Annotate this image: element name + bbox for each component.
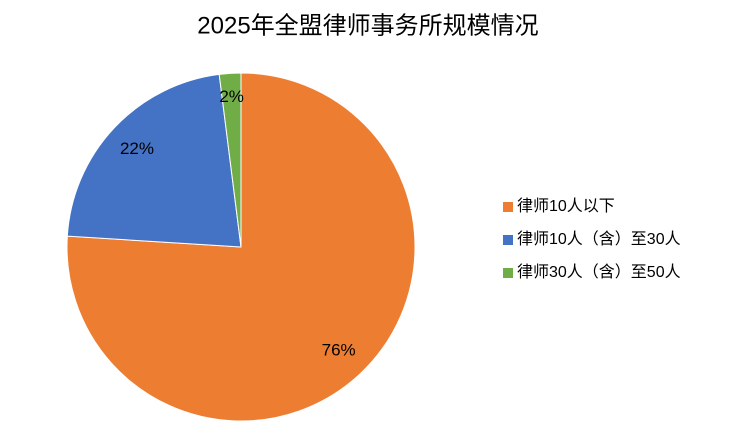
value-label: 2%: [219, 87, 244, 106]
legend-swatch: [503, 202, 513, 212]
value-label: 76%: [322, 340, 356, 359]
chart-title: 2025年全盟律师事务所规模情况: [197, 12, 538, 39]
pie-slice: [218, 72, 242, 248]
value-label: 22%: [120, 139, 154, 158]
legend-label: 律师30人（含）至50人: [517, 263, 681, 281]
legend-label: 律师10人以下: [517, 197, 615, 215]
legend-swatch: [503, 268, 513, 278]
legend-label: 律师10人（含）至30人: [517, 230, 681, 248]
legend-swatch: [503, 235, 513, 245]
pie-slice: [66, 73, 242, 248]
